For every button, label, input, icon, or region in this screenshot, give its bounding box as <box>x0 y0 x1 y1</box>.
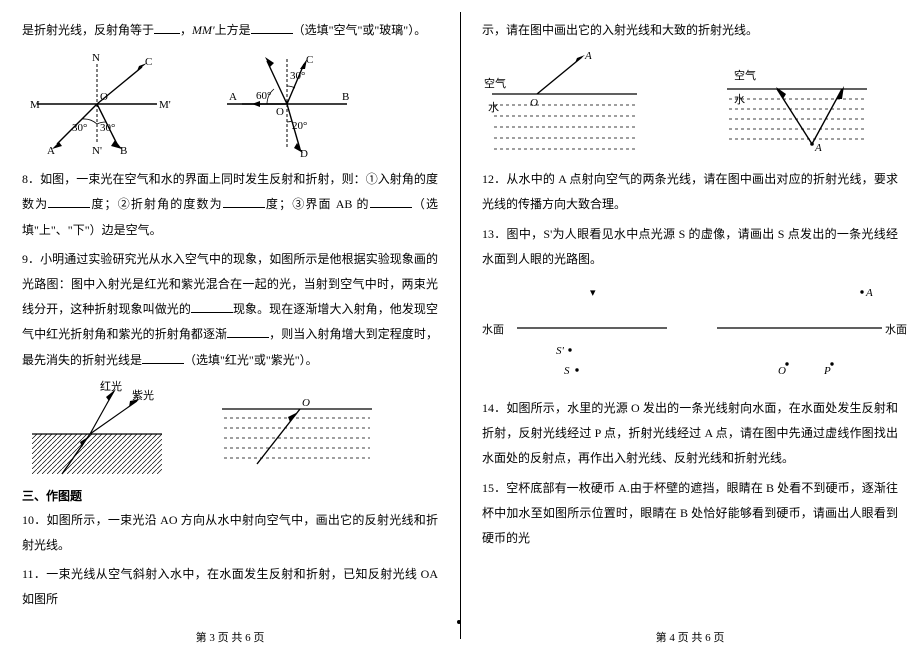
svg-text:20°: 20° <box>292 120 307 132</box>
footer-left: 第 3 页 共 6 页 <box>0 629 460 645</box>
q9: 9．小明通过实验研究光从水入空气中的现象，如图所示是他根据实验现象画的光路图：图… <box>22 247 438 373</box>
svg-text:空气: 空气 <box>484 76 506 90</box>
figure-1: M M' N N' A B C O 30° 30° <box>22 49 172 159</box>
svg-text:30°: 30° <box>290 70 305 82</box>
figure-6: A 空气 水 <box>702 49 872 159</box>
svg-text:N': N' <box>92 145 102 157</box>
svg-text:▾: ▾ <box>590 287 596 299</box>
q15: 15．空杯底部有一枚硬币 A.由于杯壁的遮挡，眼睛在 B 处看不到硬币，逐渐往杯… <box>482 476 898 552</box>
svg-text:水面: 水面 <box>885 323 907 336</box>
fig-row-2: 红光 紫光 O <box>22 379 438 479</box>
svg-text:M: M <box>30 99 40 111</box>
q11: 11．一束光线从空气斜射入水中，在水面发生反射和折射，已知反射光线 OA 如图所 <box>22 562 438 612</box>
svg-text:S': S' <box>556 345 565 357</box>
p-top-right: 示，请在图中画出它的入射光线和大致的折射光线。 <box>482 18 898 43</box>
svg-text:A: A <box>47 145 55 157</box>
q13: 13．图中，S'为人眼看见水中点光源 S 的虚像，请画出 S 点发出的一条光线经… <box>482 222 898 272</box>
svg-text:B: B <box>120 145 127 157</box>
q8: 8．如图，一束光在空气和水的界面上同时发生反射和折射，则：①入射角的度数为度；②… <box>22 167 438 243</box>
svg-text:O: O <box>530 97 538 109</box>
svg-text:30°: 30° <box>72 122 87 134</box>
figure-8: 水面 A O P <box>712 278 912 388</box>
svg-text:P: P <box>823 365 831 377</box>
svg-text:水: 水 <box>734 93 745 106</box>
svg-text:M': M' <box>159 99 171 111</box>
svg-text:A: A <box>814 142 822 154</box>
svg-text:红光: 红光 <box>100 379 122 393</box>
svg-text:紫光: 紫光 <box>132 388 154 402</box>
fig-row-3: O A 空气 水 A 空气 水 <box>482 49 898 159</box>
svg-text:A: A <box>229 91 237 103</box>
svg-text:A: A <box>584 50 592 62</box>
svg-text:O: O <box>100 91 108 103</box>
binding-dot <box>457 620 461 624</box>
q10: 10．如图所示，一束光沿 AO 方向从水中射向空气中，画出它的反射光线和折射光线… <box>22 508 438 558</box>
left-column: 是折射光线，反射角等于，MM'上方是（选填"空气"或"玻璃"）。 M M' N … <box>0 0 460 651</box>
svg-text:60°: 60° <box>256 90 271 102</box>
figure-2: A B C D O 60° 30° 20° <box>212 49 362 159</box>
svg-text:水: 水 <box>488 101 499 114</box>
svg-text:B: B <box>342 91 349 103</box>
svg-text:30°: 30° <box>100 122 115 134</box>
svg-text:C: C <box>145 56 152 68</box>
svg-text:N: N <box>92 52 100 64</box>
section-3-title: 三、作图题 <box>22 487 438 504</box>
svg-text:O: O <box>302 397 310 409</box>
svg-text:空气: 空气 <box>734 68 756 82</box>
svg-text:S: S <box>564 365 570 377</box>
right-column: 示，请在图中画出它的入射光线和大致的折射光线。 O A 空气 水 <box>460 0 920 651</box>
q14: 14．如图所示，水里的光源 O 发出的一条光线射向水面，在水面处发生反射和折射，… <box>482 396 898 472</box>
fig-row-1: M M' N N' A B C O 30° 30° A B <box>22 49 438 159</box>
figure-5: O A 空气 水 <box>482 49 642 159</box>
svg-text:A: A <box>865 287 873 299</box>
q12: 12．从水中的 A 点射向空气的两条光线，请在图中画出对应的折射光线，要求光线的… <box>482 167 898 217</box>
svg-text:D: D <box>300 148 308 159</box>
figure-7: 水面 ▾ S' S <box>482 278 672 388</box>
fig-row-4: 水面 ▾ S' S 水面 A O P <box>482 278 898 388</box>
figure-3: 红光 紫光 <box>22 379 172 479</box>
svg-text:C: C <box>306 54 313 66</box>
footer-right: 第 4 页 共 6 页 <box>460 629 920 645</box>
figure-4: O <box>212 384 382 474</box>
svg-text:水面: 水面 <box>482 323 504 336</box>
p-top-left: 是折射光线，反射角等于，MM'上方是（选填"空气"或"玻璃"）。 <box>22 18 438 43</box>
svg-text:O: O <box>276 106 284 118</box>
svg-text:O: O <box>778 365 786 377</box>
